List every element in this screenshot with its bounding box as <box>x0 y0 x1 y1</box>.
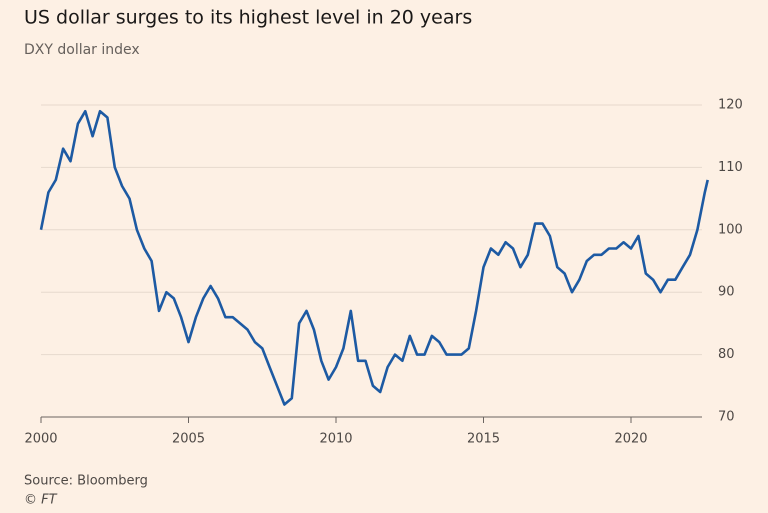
chart-title: US dollar surges to its highest level in… <box>24 7 472 29</box>
source: Source: Bloomberg <box>24 474 148 489</box>
y-tick-label: 120 <box>718 98 743 113</box>
x-tick-label: 2010 <box>319 432 352 447</box>
y-tick-label: 90 <box>718 285 735 300</box>
x-tick-label: 2000 <box>24 432 57 447</box>
y-tick-label: 80 <box>718 347 735 362</box>
x-tick-label: 2015 <box>467 432 500 447</box>
y-tick-label: 70 <box>718 410 735 425</box>
data-line <box>39 109 709 406</box>
x-tick-label: 2005 <box>172 432 205 447</box>
x-tick-label: 2020 <box>614 432 647 447</box>
chart-subtitle: DXY dollar index <box>24 42 140 58</box>
y-tick-label: 100 <box>718 222 743 237</box>
credit: © FT <box>24 493 58 508</box>
y-tick-label: 110 <box>718 160 743 175</box>
